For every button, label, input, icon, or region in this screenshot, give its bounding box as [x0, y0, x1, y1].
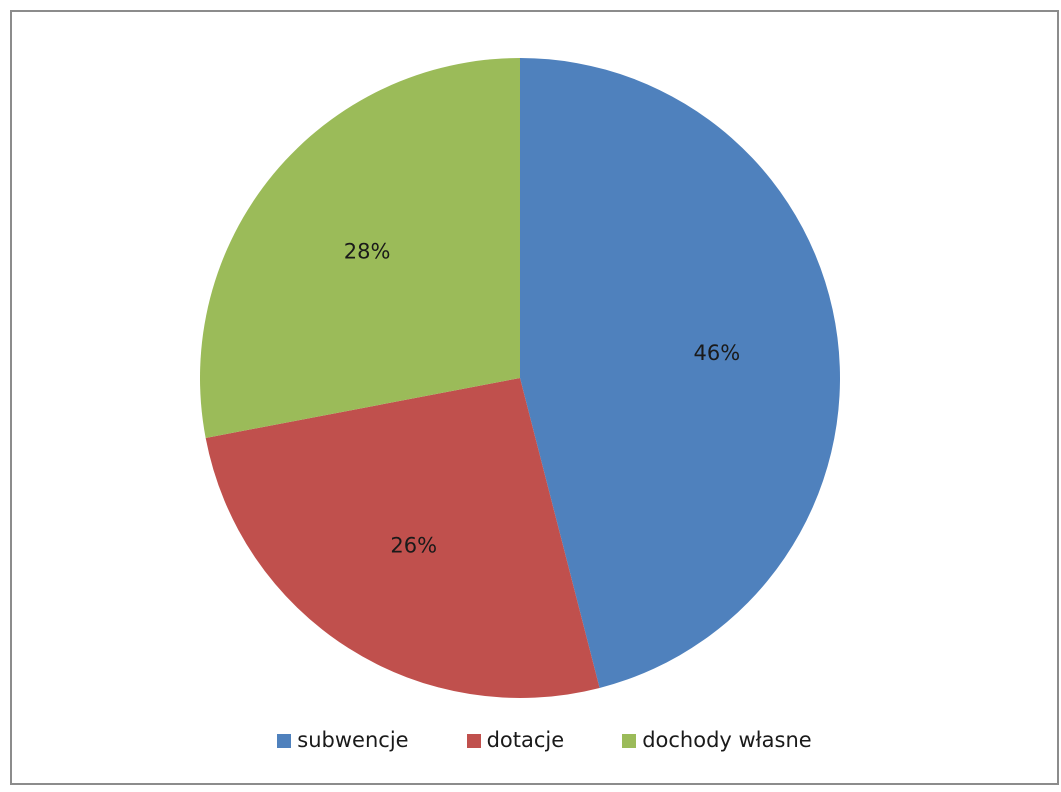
pie-slice-1 — [520, 58, 841, 688]
data-label-2: 26% — [390, 534, 437, 558]
legend-swatch — [466, 733, 481, 748]
pie-slice-3 — [199, 58, 520, 438]
legend-item-2: dotacje — [466, 728, 565, 752]
legend-label: dotacje — [486, 728, 565, 752]
legend-swatch — [277, 733, 292, 748]
data-label-1: 46% — [693, 341, 740, 365]
legend: subwencje dotacje dochody własne — [0, 730, 1061, 751]
legend-item-1: subwencje — [277, 728, 409, 752]
legend-label: dochody własne — [642, 728, 812, 752]
data-label-3: 28% — [344, 240, 391, 264]
legend-item-3: dochody własne — [622, 730, 812, 751]
legend-label: subwencje — [297, 728, 409, 752]
pie-slice-2 — [205, 378, 600, 699]
legend-swatch — [622, 733, 637, 748]
